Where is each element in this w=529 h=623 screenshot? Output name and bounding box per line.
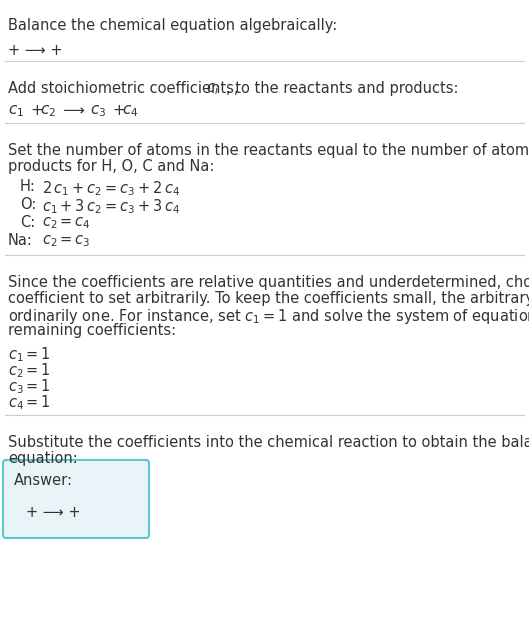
Text: $c_4=1$: $c_4=1$ xyxy=(8,393,51,412)
Text: $c_1=1$: $c_1=1$ xyxy=(8,345,51,364)
Text: + ⟶ +: + ⟶ + xyxy=(26,505,80,520)
Text: products for H, O, C and Na:: products for H, O, C and Na: xyxy=(8,159,214,174)
Text: C:: C: xyxy=(20,215,35,230)
Text: $c_3$: $c_3$ xyxy=(90,103,106,119)
Text: $c_4$: $c_4$ xyxy=(122,103,139,119)
Text: $c_1$: $c_1$ xyxy=(8,103,24,119)
Text: + ⟶ +: + ⟶ + xyxy=(8,43,62,58)
Text: $c_2=c_3$: $c_2=c_3$ xyxy=(42,233,90,249)
Text: $c_i$: $c_i$ xyxy=(206,81,219,97)
Text: Answer:: Answer: xyxy=(14,473,73,488)
Text: equation:: equation: xyxy=(8,451,78,466)
Text: $c_2=c_4$: $c_2=c_4$ xyxy=(42,215,91,231)
Text: +: + xyxy=(112,103,125,118)
Text: ordinarily one. For instance, set $c_1=1$ and solve the system of equations for : ordinarily one. For instance, set $c_1=1… xyxy=(8,307,529,326)
Text: Substitute the coefficients into the chemical reaction to obtain the balanced: Substitute the coefficients into the che… xyxy=(8,435,529,450)
Text: coefficient to set arbitrarily. To keep the coefficients small, the arbitrary va: coefficient to set arbitrarily. To keep … xyxy=(8,291,529,306)
Text: Add stoichiometric coefficients,: Add stoichiometric coefficients, xyxy=(8,81,243,96)
Text: Na:: Na: xyxy=(8,233,33,248)
Text: Set the number of atoms in the reactants equal to the number of atoms in the: Set the number of atoms in the reactants… xyxy=(8,143,529,158)
Text: H:: H: xyxy=(20,179,36,194)
Text: $c_1+3\,c_2=c_3+3\,c_4$: $c_1+3\,c_2=c_3+3\,c_4$ xyxy=(42,197,180,216)
Text: $c_3=1$: $c_3=1$ xyxy=(8,377,51,396)
Text: $2\,c_1+c_2=c_3+2\,c_4$: $2\,c_1+c_2=c_3+2\,c_4$ xyxy=(42,179,180,197)
FancyBboxPatch shape xyxy=(3,460,149,538)
Text: remaining coefficients:: remaining coefficients: xyxy=(8,323,176,338)
Text: Since the coefficients are relative quantities and underdetermined, choose a: Since the coefficients are relative quan… xyxy=(8,275,529,290)
Text: $c_2=1$: $c_2=1$ xyxy=(8,361,51,379)
Text: , to the reactants and products:: , to the reactants and products: xyxy=(226,81,459,96)
Text: +: + xyxy=(30,103,43,118)
Text: $c_2$: $c_2$ xyxy=(40,103,56,119)
Text: Balance the chemical equation algebraically:: Balance the chemical equation algebraica… xyxy=(8,18,338,33)
Text: ⟶: ⟶ xyxy=(62,103,84,118)
Text: O:: O: xyxy=(20,197,37,212)
